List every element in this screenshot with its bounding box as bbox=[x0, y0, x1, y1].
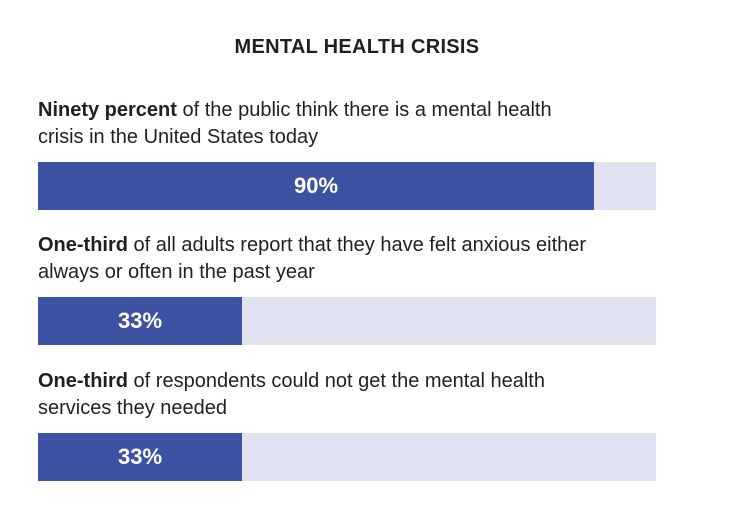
bar-value-label: 33% bbox=[117, 308, 163, 333]
bar-track: 33% bbox=[38, 433, 656, 481]
stat-text: of respondents could not get the mental … bbox=[38, 370, 545, 419]
stat-item-1: Ninety percent of the public think there… bbox=[38, 97, 656, 210]
bar bbox=[38, 162, 594, 210]
bar-track: 33% bbox=[38, 297, 656, 345]
bar bbox=[38, 433, 242, 481]
stat-description: Ninety percent of the public think there… bbox=[38, 97, 598, 151]
bar-track: 90% bbox=[38, 162, 656, 210]
stat-item-2: One-third of all adults report that they… bbox=[38, 232, 656, 345]
stat-lead: One-third bbox=[38, 370, 128, 392]
bar-value-label: 90% bbox=[293, 173, 339, 198]
stat-description: One-third of all adults report that they… bbox=[38, 232, 598, 286]
bar-value-label: 33% bbox=[117, 444, 163, 469]
stat-lead: Ninety percent bbox=[38, 99, 177, 121]
stat-text: of all adults report that they have felt… bbox=[38, 234, 587, 283]
bar bbox=[38, 297, 242, 345]
chart-title: MENTAL HEALTH CRISIS bbox=[234, 36, 480, 58]
stat-item-3: One-third of respondents could not get t… bbox=[38, 368, 656, 481]
stat-text: of the public think there is a mental he… bbox=[38, 99, 552, 148]
stat-lead: One-third bbox=[38, 234, 128, 256]
stat-description: One-third of respondents could not get t… bbox=[38, 368, 598, 422]
